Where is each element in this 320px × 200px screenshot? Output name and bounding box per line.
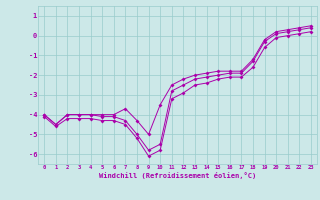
X-axis label: Windchill (Refroidissement éolien,°C): Windchill (Refroidissement éolien,°C): [99, 172, 256, 179]
